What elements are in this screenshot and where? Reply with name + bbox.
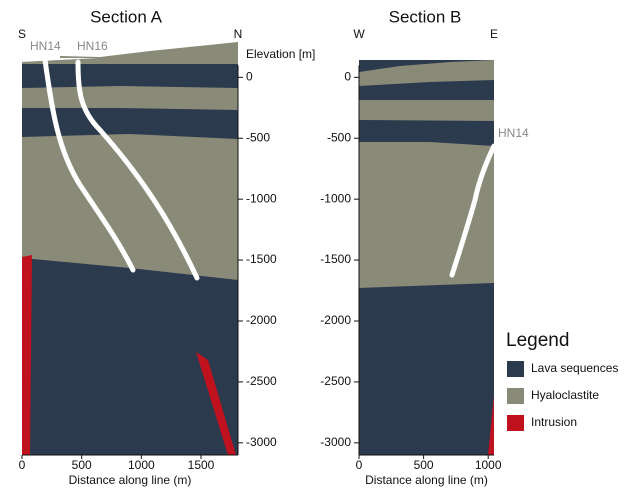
well-path: [449, 143, 497, 278]
well-label: HN16: [77, 39, 108, 53]
x-tick-label: 0: [19, 458, 26, 472]
y-tick-label: -2500: [246, 374, 277, 388]
y-tick-label: -2000: [246, 313, 277, 327]
legend-swatch: [507, 388, 524, 404]
intrusion: [22, 255, 32, 455]
y-tick-label: 0: [344, 70, 351, 84]
y-axis-label: Elevation [m]: [246, 47, 315, 61]
well-path: [75, 59, 200, 281]
hyaloclastite: [22, 134, 238, 280]
section-title: Section A: [90, 7, 162, 26]
x-tick-label: 500: [72, 458, 92, 472]
y-tick-label: -1500: [246, 252, 277, 266]
x-axis-label: Distance along line (m): [365, 473, 488, 487]
direction-label: S: [18, 27, 26, 41]
x-tick-label: 0: [356, 458, 363, 472]
intrusion: [488, 395, 494, 455]
y-tick-label: -500: [327, 130, 351, 144]
y-tick-label: -1000: [246, 191, 277, 205]
well-label: HN14: [498, 126, 529, 140]
y-tick-label: -500: [246, 130, 270, 144]
y-tick-label: -2000: [320, 313, 351, 327]
legend-title: Legend: [506, 330, 569, 351]
section-title: Section B: [389, 7, 462, 26]
direction-label: N: [234, 27, 243, 41]
x-axis-label: Distance along line (m): [69, 473, 192, 487]
y-tick-label: -3000: [246, 435, 277, 449]
direction-label: W: [353, 27, 365, 41]
y-tick-label: -1500: [320, 252, 351, 266]
x-tick-label: 1000: [128, 458, 155, 472]
legend-label: Lava sequences: [531, 361, 618, 375]
hyaloclastite: [359, 60, 494, 86]
y-tick-label: -2500: [320, 374, 351, 388]
legend: Legend Lava sequences Hyaloclastite Intrusi…: [506, 330, 618, 431]
legend-label: Hyaloclastite: [531, 388, 599, 402]
y-tick-label: -1000: [320, 191, 351, 205]
x-tick-label: 500: [414, 458, 434, 472]
section-b-layers: [359, 60, 497, 455]
hyaloclastite: [359, 142, 494, 288]
sky: [22, 40, 238, 57]
legend-label: Intrusion: [531, 415, 577, 429]
y-tick-label: -3000: [320, 435, 351, 449]
hyaloclastite: [22, 42, 238, 64]
hyaloclastite: [60, 42, 238, 58]
legend-swatch: [507, 361, 524, 377]
x-tick-label: 1000: [475, 458, 502, 472]
well-label: HN14: [30, 39, 61, 53]
direction-label: E: [490, 27, 498, 41]
x-tick-label: 1500: [188, 458, 215, 472]
legend-swatch: [507, 415, 524, 431]
hyaloclastite: [359, 100, 494, 121]
intrusion: [196, 352, 236, 455]
well-path: [42, 57, 136, 273]
y-tick-label: 0: [246, 70, 253, 84]
hyaloclastite: [22, 86, 238, 110]
section-a-layers: [22, 40, 238, 455]
